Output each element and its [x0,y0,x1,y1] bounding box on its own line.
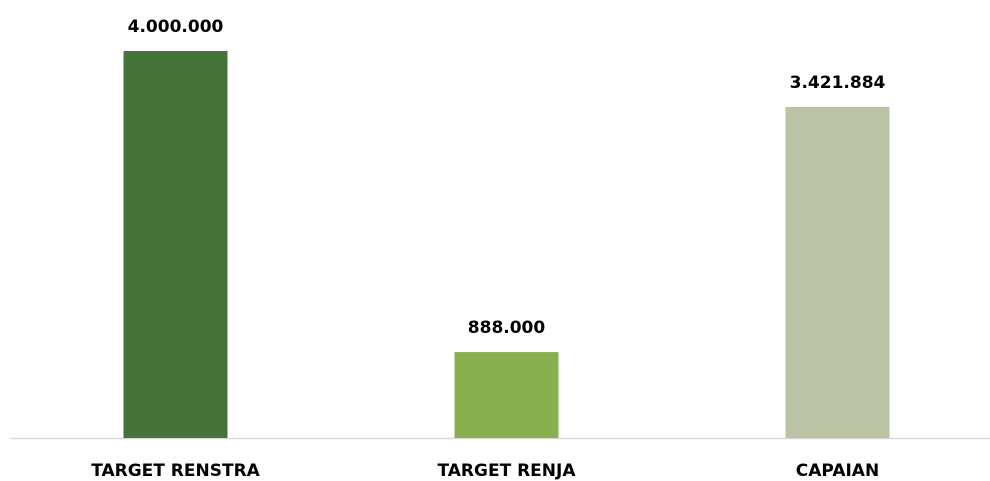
value-label: 888.000 [468,318,546,338]
value-label: 4.000.000 [128,17,224,37]
value-label: 3.421.884 [790,73,886,93]
x-tick-label: CAPAIAN [796,461,879,481]
bar [454,352,559,438]
bar [123,51,228,438]
x-tick-label: TARGET RENJA [437,461,576,481]
bar [785,106,890,438]
x-tick-label: TARGET RENSTRA [91,461,260,481]
